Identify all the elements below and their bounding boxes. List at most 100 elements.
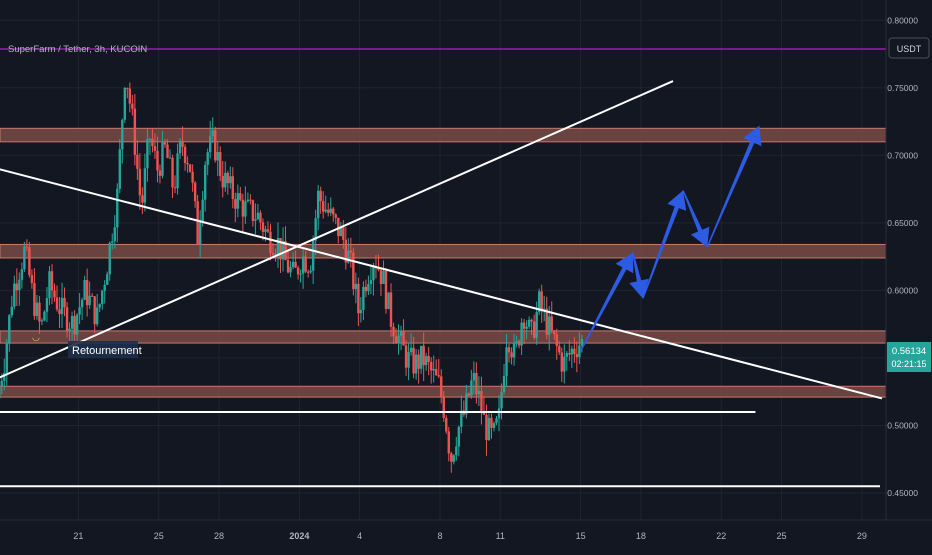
candle-body xyxy=(448,431,450,453)
price-axis[interactable]: USDT 0.800000.750000.700000.650000.60000… xyxy=(886,0,931,520)
projection-arrow-3[interactable] xyxy=(683,190,710,247)
candle-body xyxy=(420,346,422,369)
candle-body xyxy=(186,163,188,164)
currency-badge-label: USDT xyxy=(897,44,922,54)
candle-body xyxy=(31,275,33,283)
candle-body xyxy=(257,213,259,220)
candle-body xyxy=(294,262,296,268)
candle-body xyxy=(151,139,153,146)
candle-body xyxy=(91,296,93,297)
candle-body xyxy=(121,120,123,149)
price-zone-1[interactable] xyxy=(0,244,886,258)
candle-body xyxy=(530,320,532,322)
candle-body xyxy=(58,309,60,314)
candle-body xyxy=(234,199,236,209)
candle-body xyxy=(6,344,8,373)
candle-body xyxy=(259,213,261,223)
candle-body xyxy=(330,209,332,213)
candle-body xyxy=(181,141,183,147)
candle-body xyxy=(508,347,510,352)
projection-arrows[interactable] xyxy=(580,126,762,352)
projection-arrow-4[interactable] xyxy=(707,126,762,248)
current-price-value: 0.56134 xyxy=(892,346,926,357)
grid xyxy=(0,0,886,520)
candle-body xyxy=(36,303,38,316)
candle-body xyxy=(433,369,435,370)
trendline-0[interactable] xyxy=(0,169,882,399)
candle-body xyxy=(292,262,294,267)
candle-body xyxy=(563,357,565,372)
candle-body xyxy=(540,291,542,310)
candle-body xyxy=(184,147,186,163)
candle-body xyxy=(478,391,480,394)
candle-body xyxy=(553,330,555,334)
price-zone-3[interactable] xyxy=(0,386,886,397)
candle-body xyxy=(229,176,231,183)
candle-body xyxy=(503,376,505,392)
candle-body xyxy=(28,247,30,275)
candle-body xyxy=(535,312,537,338)
candle-body xyxy=(571,349,573,355)
candle-body xyxy=(1,381,3,386)
candle-body xyxy=(247,200,249,202)
candle-body xyxy=(470,380,472,395)
price-tick-label: 0.70000 xyxy=(887,150,918,160)
candle-body xyxy=(224,173,226,188)
candle-body xyxy=(131,104,133,109)
candle-body xyxy=(214,130,216,160)
candle-body xyxy=(176,153,178,188)
candle-body xyxy=(397,336,399,344)
candle-body xyxy=(327,210,329,213)
candle-body xyxy=(556,334,558,346)
candle-body xyxy=(83,280,85,300)
candle-body xyxy=(154,146,156,151)
candle-body xyxy=(450,453,452,461)
candle-body xyxy=(21,269,23,279)
candle-body xyxy=(254,219,256,221)
candle-body xyxy=(581,339,583,346)
time-tick-label: 29 xyxy=(857,531,867,541)
time-tick-label: 2024 xyxy=(289,531,309,541)
time-tick-label: 11 xyxy=(496,531,505,541)
candle-body xyxy=(159,170,161,175)
time-tick-label: 15 xyxy=(576,531,586,541)
candle-body xyxy=(8,315,10,343)
candle-body xyxy=(455,447,457,456)
candle-body xyxy=(93,296,95,324)
candle-body xyxy=(219,152,221,176)
candle-body xyxy=(129,89,131,104)
candle-body xyxy=(81,300,83,307)
candle-body xyxy=(189,164,191,171)
candle-body xyxy=(149,139,151,140)
candle-body xyxy=(119,149,121,188)
candle-body xyxy=(319,191,321,201)
candle-body xyxy=(453,455,455,461)
candle-body xyxy=(23,246,25,269)
candle-body xyxy=(430,362,432,370)
price-tick-label: 0.65000 xyxy=(887,218,918,228)
candle-body xyxy=(51,271,53,290)
candle-body xyxy=(76,315,78,335)
candle-body xyxy=(196,201,198,244)
candle-body xyxy=(568,353,570,354)
candle-body xyxy=(109,243,111,274)
candle-body xyxy=(249,200,251,201)
candle-body xyxy=(307,272,309,273)
candle-body xyxy=(488,418,490,440)
candle-body xyxy=(435,369,437,375)
candle-body xyxy=(201,200,203,222)
candle-body xyxy=(217,152,219,160)
candle-body xyxy=(445,418,447,432)
candle-body xyxy=(53,291,55,298)
candle-body xyxy=(78,307,80,314)
price-ticks: 0.800000.750000.700000.650000.600000.550… xyxy=(887,15,918,498)
candle-body xyxy=(174,187,176,188)
candle-body xyxy=(317,191,319,218)
candle-body xyxy=(387,292,389,308)
candle-body xyxy=(99,304,101,308)
candle-body xyxy=(566,353,568,357)
